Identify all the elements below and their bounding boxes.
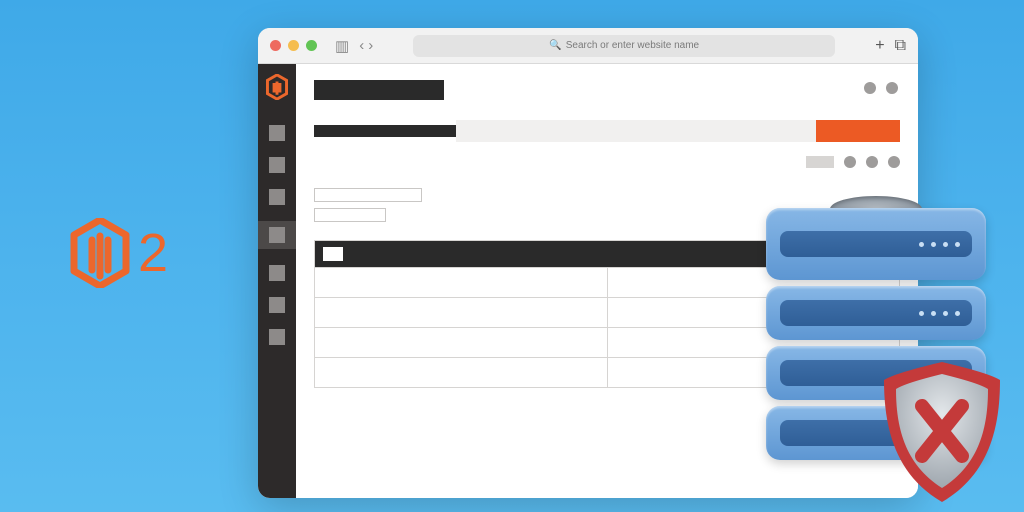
magento-version: 2 bbox=[138, 222, 168, 284]
server-panel bbox=[780, 300, 972, 326]
server-unit bbox=[766, 286, 986, 340]
tabs-overview-icon[interactable]: ⧉ bbox=[895, 37, 906, 55]
sidebar-item-reports[interactable] bbox=[269, 329, 285, 345]
cell bbox=[315, 358, 608, 387]
magento2-logo: 2 bbox=[70, 218, 168, 288]
toolbar-row bbox=[314, 156, 900, 168]
address-bar[interactable]: 🔍 Search or enter website name bbox=[413, 35, 835, 57]
action-bar bbox=[314, 120, 900, 142]
filter-input-2[interactable] bbox=[314, 208, 386, 222]
columns-icon[interactable] bbox=[866, 156, 878, 168]
sidebar-item-content[interactable] bbox=[269, 297, 285, 313]
window-controls[interactable] bbox=[270, 40, 317, 51]
magento-hex-icon bbox=[70, 218, 130, 288]
filter-icon[interactable] bbox=[844, 156, 856, 168]
address-placeholder: Search or enter website name bbox=[566, 40, 699, 51]
magento-logo-icon[interactable] bbox=[266, 74, 288, 105]
sidebar-item-dashboard[interactable] bbox=[269, 125, 285, 141]
breadcrumb bbox=[314, 125, 456, 137]
new-tab-icon[interactable]: + bbox=[875, 37, 884, 55]
cell bbox=[315, 298, 608, 327]
close-icon[interactable] bbox=[270, 40, 281, 51]
admin-sidebar bbox=[258, 64, 296, 498]
back-icon[interactable]: ‹ bbox=[359, 37, 364, 55]
sidebar-item-sales[interactable] bbox=[269, 157, 285, 173]
primary-action-button[interactable] bbox=[816, 120, 900, 142]
cell bbox=[315, 328, 608, 357]
cell bbox=[315, 268, 608, 297]
header-actions bbox=[864, 82, 898, 94]
filter-input-1[interactable] bbox=[314, 188, 422, 202]
browser-nav: ▥ ‹ › bbox=[335, 37, 373, 55]
server-unit bbox=[766, 208, 986, 280]
account-icon[interactable] bbox=[886, 82, 898, 94]
export-icon[interactable] bbox=[888, 156, 900, 168]
zoom-icon[interactable] bbox=[306, 40, 317, 51]
sidebar-toggle-icon[interactable]: ▥ bbox=[335, 37, 349, 55]
forward-icon[interactable]: › bbox=[368, 37, 373, 55]
minimize-icon[interactable] bbox=[288, 40, 299, 51]
action-spacer bbox=[456, 120, 816, 142]
sidebar-item-catalog[interactable] bbox=[269, 189, 285, 205]
browser-titlebar: ▥ ‹ › 🔍 Search or enter website name + ⧉ bbox=[258, 28, 918, 64]
page-title bbox=[314, 80, 444, 100]
server-panel bbox=[780, 231, 972, 257]
sidebar-item-customers[interactable] bbox=[258, 221, 296, 249]
sidebar-item-marketing[interactable] bbox=[269, 265, 285, 281]
view-chip[interactable] bbox=[806, 156, 834, 168]
search-icon: 🔍 bbox=[549, 40, 561, 51]
select-all-checkbox[interactable] bbox=[323, 247, 343, 261]
notifications-icon[interactable] bbox=[864, 82, 876, 94]
security-shield-icon bbox=[872, 356, 1012, 506]
